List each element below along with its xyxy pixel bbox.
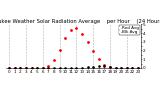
- Legend: Red Avg, Blk Avg: Red Avg, Blk Avg: [119, 25, 140, 35]
- Title: Milwaukee Weather Solar Radiation Average    per Hour    (24 Hours): Milwaukee Weather Solar Radiation Averag…: [0, 19, 160, 24]
